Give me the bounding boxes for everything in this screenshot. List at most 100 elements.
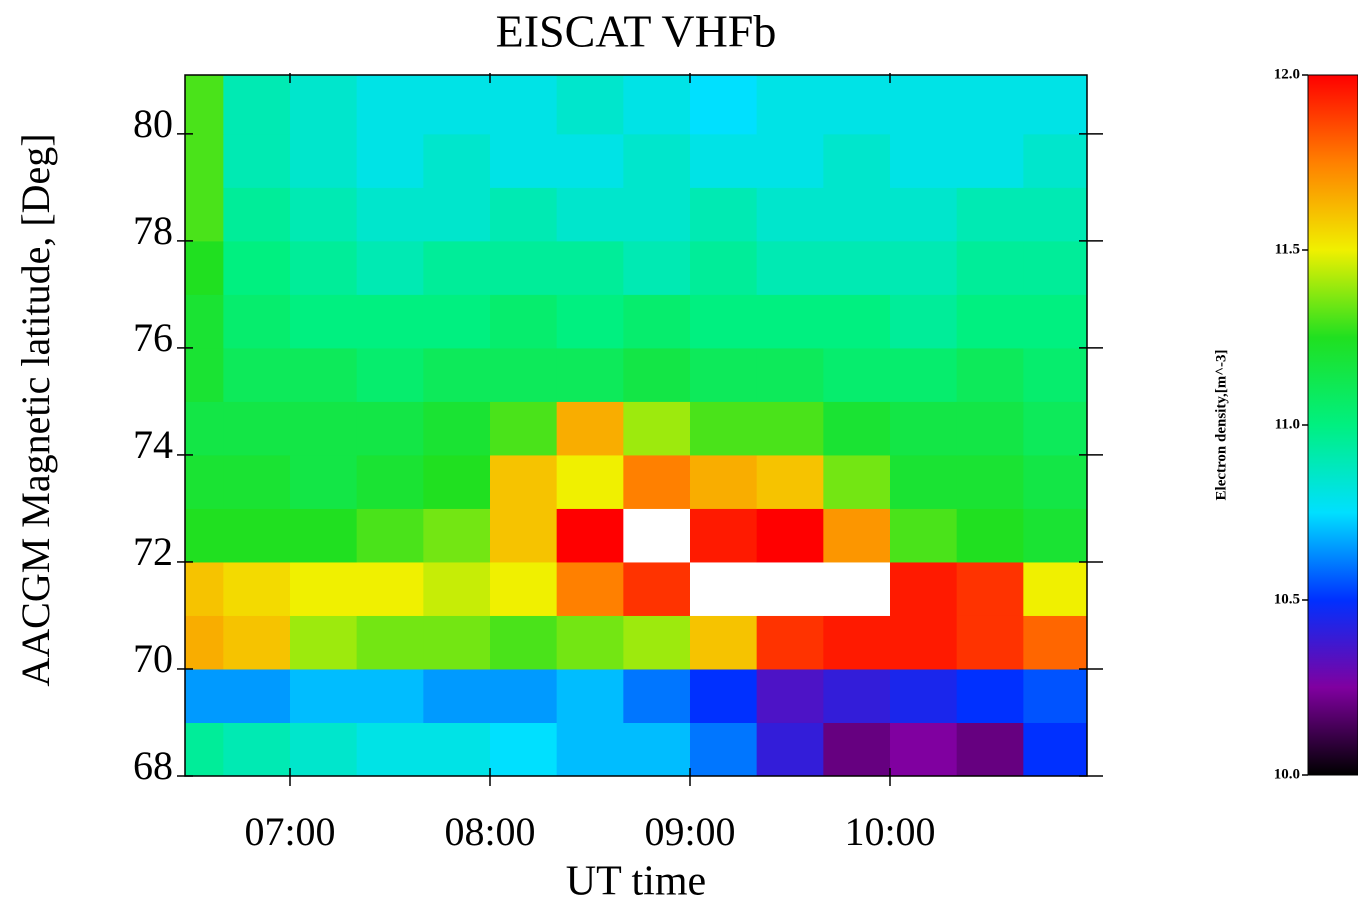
- heatmap-cell: [490, 722, 558, 777]
- y-tick-label: 74: [133, 422, 173, 467]
- heatmap-cell: [556, 187, 624, 242]
- heatmap-cell: [290, 75, 358, 135]
- heatmap-cell: [956, 401, 1024, 456]
- y-tick-label: 80: [133, 101, 173, 146]
- heatmap-cell: [290, 454, 358, 509]
- heatmap-cell: [223, 561, 291, 616]
- y-tick-label: 68: [133, 743, 173, 788]
- heatmap-cell: [890, 508, 958, 563]
- heatmap-cell: [823, 75, 891, 135]
- heatmap-cell: [490, 75, 558, 135]
- heatmap-cell: [956, 508, 1024, 563]
- heatmap-cell: [223, 240, 291, 295]
- heatmap-cell: [290, 508, 358, 563]
- heatmap-cell: [956, 561, 1024, 616]
- heatmap-cell: [756, 401, 824, 456]
- heatmap-cell: [956, 668, 1024, 723]
- heatmap-cell: [223, 615, 291, 670]
- heatmap-cell: [890, 615, 958, 670]
- heatmap-cell: [556, 454, 624, 509]
- heatmap-cell: [356, 722, 424, 777]
- y-tick-label: 78: [133, 208, 173, 253]
- heatmap-cell: [185, 454, 224, 509]
- heatmap-cell: [185, 401, 224, 456]
- heatmap-cell: [185, 615, 224, 670]
- heatmap-cell: [490, 133, 558, 188]
- heatmap-cell: [290, 240, 358, 295]
- heatmap-cell: [756, 133, 824, 188]
- heatmap-cell: [890, 401, 958, 456]
- heatmap-cell: [356, 133, 424, 188]
- heatmap-cell: [556, 722, 624, 777]
- colorbar-tick-label: 10.5: [1274, 591, 1300, 607]
- heatmap-cell: [823, 722, 891, 777]
- heatmap-cell: [223, 294, 291, 349]
- heatmap-cell: [890, 75, 958, 135]
- heatmap-cell: [290, 401, 358, 456]
- heatmap-cell: [890, 722, 958, 777]
- heatmap-cell: [690, 454, 758, 509]
- heatmap-cell: [423, 240, 491, 295]
- heatmap-cell: [623, 401, 691, 456]
- heatmap-cell: [956, 187, 1024, 242]
- heatmap-cell: [423, 722, 491, 777]
- heatmap-cell: [290, 561, 358, 616]
- heatmap-cell: [823, 401, 891, 456]
- heatmap-cell: [185, 133, 224, 188]
- heatmap-cell: [423, 347, 491, 402]
- heatmap-cell: [623, 187, 691, 242]
- heatmap-cell: [556, 401, 624, 456]
- heatmap-cell: [890, 454, 958, 509]
- heatmap-cell: [423, 615, 491, 670]
- heatmap-cell: [356, 347, 424, 402]
- heatmap-cell: [223, 401, 291, 456]
- colorbar-label: Electron density,[m^-3]: [1213, 350, 1229, 501]
- heatmap-cell: [1023, 294, 1088, 349]
- y-tick-label: 72: [133, 529, 173, 574]
- heatmap-cell: [423, 668, 491, 723]
- heatmap-cell: [356, 240, 424, 295]
- heatmap-cell: [223, 133, 291, 188]
- heatmap-cell: [890, 347, 958, 402]
- heatmap-cell: [756, 615, 824, 670]
- x-tick-label: 10:00: [844, 809, 935, 854]
- heatmap-cell: [556, 133, 624, 188]
- heatmap-cell: [556, 347, 624, 402]
- heatmap-cell: [756, 240, 824, 295]
- heatmap-cell: [956, 454, 1024, 509]
- heatmap-cell: [756, 347, 824, 402]
- heatmap-cell: [890, 668, 958, 723]
- heatmap-cell: [423, 454, 491, 509]
- heatmap-cell: [356, 75, 424, 135]
- heatmap-cell: [290, 615, 358, 670]
- heatmap-cell: [490, 240, 558, 295]
- heatmap-cell: [956, 615, 1024, 670]
- heatmap-cell: [556, 75, 624, 135]
- heatmap-cell: [690, 133, 758, 188]
- heatmap-cell: [290, 347, 358, 402]
- heatmap-cell: [423, 294, 491, 349]
- heatmap-cell: [490, 294, 558, 349]
- heatmap-cell: [356, 668, 424, 723]
- heatmap-cell: [185, 187, 224, 242]
- heatmap-cell: [185, 722, 224, 777]
- heatmap-cell: [756, 668, 824, 723]
- heatmap-cell: [290, 294, 358, 349]
- heatmap-cell: [690, 722, 758, 777]
- heatmap-cell: [956, 133, 1024, 188]
- heatmap-cell: [356, 561, 424, 616]
- heatmap-cell: [690, 615, 758, 670]
- heatmap-cell: [823, 615, 891, 670]
- heatmap-cell: [290, 133, 358, 188]
- heatmap-cell: [690, 187, 758, 242]
- heatmap-cell: [1023, 240, 1088, 295]
- heatmap-cell: [1023, 508, 1088, 563]
- heatmap-cell: [756, 561, 824, 616]
- heatmap-cell: [356, 187, 424, 242]
- heatmap-cell: [556, 668, 624, 723]
- heatmap-cell: [890, 240, 958, 295]
- heatmap-cell: [956, 240, 1024, 295]
- heatmap-cell: [890, 294, 958, 349]
- colorbar-tick-label: 10.0: [1274, 766, 1300, 782]
- heatmap-cell: [956, 294, 1024, 349]
